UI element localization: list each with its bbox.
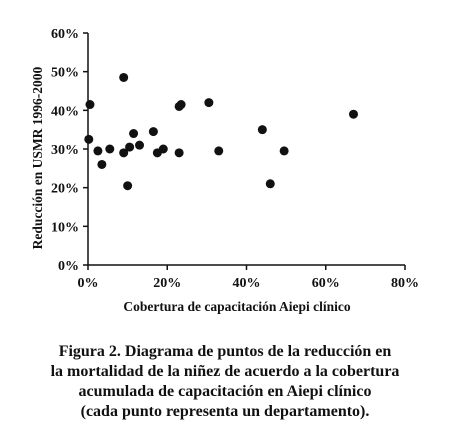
data-point [93,146,103,156]
data-point [214,146,224,156]
data-points [84,72,358,191]
caption-line: acumulada de capacitación en Aiepi clíni… [78,383,372,400]
x-tick-label: 60% [312,276,340,291]
x-axis-ticks: 0% 20% 40% 60% 80% [78,265,419,291]
data-point [148,127,158,137]
data-point [85,100,95,110]
caption-line: Figura 2. Diagrama de puntos de la reduc… [58,343,392,360]
data-point [265,179,275,189]
data-point [174,148,184,158]
y-tick-label: 10% [51,220,79,235]
y-tick-label: 0% [58,259,79,274]
data-point [176,100,186,110]
data-point [125,142,135,152]
y-tick-label: 20% [51,182,79,197]
data-point [135,140,145,150]
y-tick-label: 50% [51,66,79,81]
y-axis-ticks: 0% 10% 20% 30% 40% 50% 60% [51,27,88,274]
x-tick-label: 40% [233,276,261,291]
caption-line: la mortalidad de la niñez de acuerdo a l… [50,363,400,380]
data-point [105,144,115,154]
y-axis-label: Reducción en USMR 1996-2000 [30,66,45,249]
figure-caption: Figura 2. Diagrama de puntos de la reduc… [0,342,450,422]
x-axis-label: Cobertura de capacitación Aiepi clínico [123,299,350,314]
y-tick-label: 60% [51,27,79,42]
data-point [158,144,168,154]
x-tick-label: 80% [391,276,419,291]
x-tick-label: 0% [78,276,99,291]
data-point [123,181,133,191]
data-point [119,148,129,158]
caption-line: (cada punto representa un departamento). [80,403,370,420]
data-point [119,72,129,82]
x-tick-label: 20% [153,276,181,291]
data-point [279,146,289,156]
data-point [257,125,267,135]
data-point [84,134,94,144]
data-point [97,159,107,169]
y-tick-label: 30% [51,143,79,158]
data-point [129,129,139,139]
y-tick-label: 40% [51,104,79,119]
data-point [348,109,358,119]
data-point [204,98,214,108]
scatter-chart: 0% 10% 20% 30% 40% 50% 60% 0% 20% 40% 60% 80% Cobe… [30,27,419,314]
